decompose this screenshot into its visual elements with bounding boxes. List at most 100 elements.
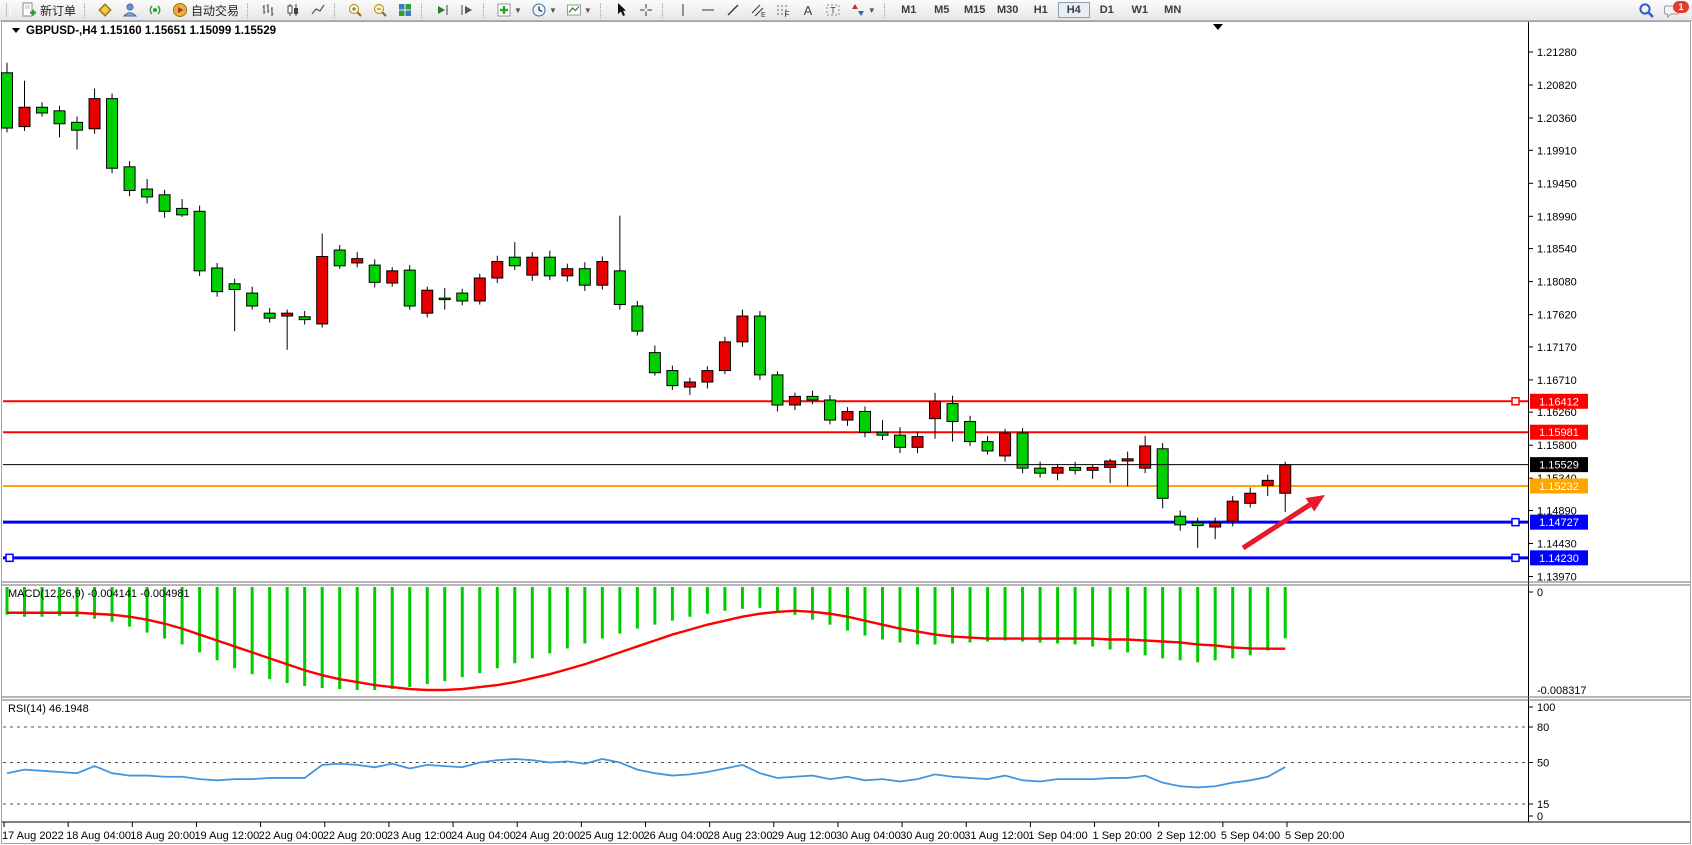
- timeframe-d1-button[interactable]: D1: [1099, 4, 1114, 16]
- candlestick-mode-button[interactable]: [281, 0, 305, 21]
- candle-body[interactable]: [193, 210, 206, 272]
- candle-body[interactable]: [736, 315, 749, 343]
- candle-body[interactable]: [648, 352, 661, 374]
- candle-body[interactable]: [683, 381, 696, 388]
- candle-body[interactable]: [106, 98, 119, 169]
- timeframe-mn-button[interactable]: MN: [1164, 4, 1182, 16]
- candle-body[interactable]: [1121, 458, 1134, 462]
- candle-body[interactable]: [788, 395, 801, 406]
- signals-button[interactable]: [143, 0, 167, 21]
- timeframe-m30-button[interactable]: M30: [997, 4, 1019, 16]
- timeframe-h4-button[interactable]: H4: [1057, 2, 1090, 18]
- crosshair-tool-button[interactable]: [634, 0, 658, 21]
- candle-body[interactable]: [421, 289, 434, 314]
- candle-body[interactable]: [911, 436, 924, 448]
- timeframe-m15-button[interactable]: M15: [964, 4, 986, 16]
- vertical-line-tool-button[interactable]: [671, 0, 695, 21]
- candle-body[interactable]: [386, 270, 399, 284]
- candle-body[interactable]: [1174, 515, 1187, 526]
- candle-body[interactable]: [1261, 479, 1274, 486]
- candle-body[interactable]: [18, 106, 31, 128]
- candle-body[interactable]: [228, 283, 241, 290]
- candle-body[interactable]: [771, 374, 784, 406]
- candle-body[interactable]: [456, 292, 469, 302]
- timeframe-m5-button[interactable]: M5: [934, 4, 950, 16]
- candle-body[interactable]: [211, 267, 224, 293]
- candle-body[interactable]: [1191, 522, 1204, 527]
- candle-body[interactable]: [823, 399, 836, 421]
- chevron-down-icon[interactable]: ▼: [583, 5, 592, 15]
- candle-body[interactable]: [281, 312, 294, 317]
- candle-body[interactable]: [578, 268, 591, 286]
- tile-windows-button[interactable]: [393, 0, 417, 21]
- fibonacci-tool-button[interactable]: F: [771, 0, 795, 21]
- candle-body[interactable]: [88, 98, 101, 130]
- chart-shift-button[interactable]: [455, 0, 479, 21]
- candle-body[interactable]: [368, 264, 381, 283]
- candle-body[interactable]: [438, 297, 451, 301]
- periods-button[interactable]: ▼: [527, 0, 561, 21]
- candle-body[interactable]: [701, 370, 714, 383]
- timeframe-m1-button[interactable]: M1: [901, 4, 917, 16]
- candle-body[interactable]: [1, 72, 13, 129]
- candle-body[interactable]: [718, 341, 731, 372]
- candle-body[interactable]: [123, 166, 136, 191]
- candle-body[interactable]: [543, 256, 556, 277]
- new-order-button[interactable]: 新订单: [17, 0, 80, 21]
- notifications-button[interactable]: 1: [1660, 0, 1689, 21]
- indicators-button[interactable]: ▼: [492, 0, 526, 21]
- candle-body[interactable]: [1279, 464, 1292, 494]
- candle-body[interactable]: [894, 434, 907, 448]
- trend-arrow[interactable]: [1241, 502, 1312, 551]
- candle-body[interactable]: [613, 270, 626, 306]
- candle-body[interactable]: [71, 121, 84, 131]
- chevron-down-icon[interactable]: ▼: [867, 5, 876, 15]
- arrows-tool-button[interactable]: ▼: [846, 0, 880, 21]
- candle-body[interactable]: [999, 432, 1012, 457]
- timeframe-h1-button[interactable]: H1: [1033, 4, 1048, 16]
- bar-chart-mode-button[interactable]: [256, 0, 280, 21]
- support-line-blue-1-handle[interactable]: [1511, 517, 1520, 527]
- candle-body[interactable]: [1034, 467, 1047, 474]
- candle-body[interactable]: [929, 400, 942, 420]
- candle-body[interactable]: [508, 256, 521, 267]
- zoom-in-button[interactable]: [343, 0, 367, 21]
- candle-body[interactable]: [666, 370, 679, 387]
- candle-body[interactable]: [1209, 522, 1222, 528]
- candle-body[interactable]: [981, 441, 994, 452]
- candle-body[interactable]: [246, 292, 259, 307]
- trendline-tool-button[interactable]: [721, 0, 745, 21]
- candle-body[interactable]: [473, 277, 486, 302]
- candle-body[interactable]: [36, 106, 49, 114]
- community-button[interactable]: [118, 0, 142, 21]
- resistance-line-1-handle[interactable]: [1511, 397, 1520, 406]
- cursor-tool-button[interactable]: [609, 0, 633, 21]
- toolbar-grip[interactable]: [6, 3, 11, 17]
- auto-scroll-button[interactable]: [430, 0, 454, 21]
- candle-body[interactable]: [1086, 466, 1099, 471]
- chevron-down-icon[interactable]: ▼: [514, 5, 522, 15]
- auto-trading-button[interactable]: 自动交易: [168, 0, 243, 21]
- candle-body[interactable]: [526, 256, 539, 276]
- candle-body[interactable]: [1069, 466, 1082, 471]
- candle-body[interactable]: [841, 410, 854, 421]
- symbol-dropdown-icon[interactable]: [12, 28, 20, 33]
- candle-body[interactable]: [1244, 492, 1257, 504]
- candle-body[interactable]: [1226, 500, 1239, 522]
- candle-body[interactable]: [596, 261, 609, 286]
- zoom-out-button[interactable]: [368, 0, 392, 21]
- candle-body[interactable]: [964, 421, 977, 443]
- candle-body[interactable]: [753, 315, 766, 376]
- search-button[interactable]: [1634, 0, 1659, 21]
- timeframe-w1-button[interactable]: W1: [1131, 4, 1148, 16]
- candle-body[interactable]: [631, 305, 644, 332]
- chart-shift-marker[interactable]: [1213, 24, 1223, 30]
- candle-body[interactable]: [1139, 445, 1152, 469]
- chevron-down-icon[interactable]: ▼: [548, 5, 557, 15]
- line-chart-mode-button[interactable]: [306, 0, 330, 21]
- candle-body[interactable]: [1051, 466, 1064, 474]
- candle-body[interactable]: [176, 207, 189, 216]
- candle-body[interactable]: [806, 395, 819, 401]
- horizontal-line-tool-button[interactable]: [696, 0, 720, 21]
- candle-body[interactable]: [491, 261, 504, 279]
